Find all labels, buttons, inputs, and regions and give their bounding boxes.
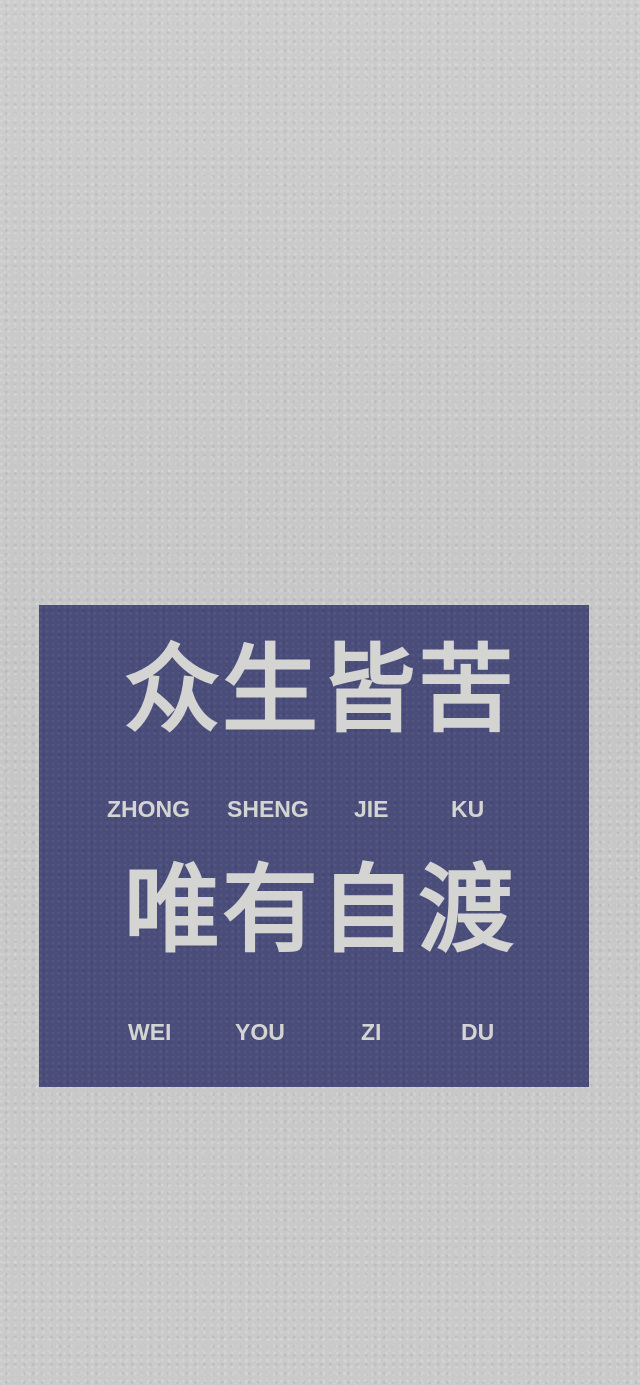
pinyin-word: KU bbox=[451, 796, 485, 822]
pinyin-word: DU bbox=[461, 1019, 495, 1045]
quote-card bbox=[39, 605, 589, 1087]
pinyin-word: WEI bbox=[128, 1019, 172, 1045]
pinyin-word: JIE bbox=[354, 796, 389, 822]
pinyin-line-2: WEI YOU ZI DU bbox=[0, 1017, 640, 1047]
pinyin-line-1: ZHONG SHENG JIE KU bbox=[0, 794, 640, 824]
quote-line-2: 唯有自渡 bbox=[124, 854, 516, 966]
pinyin-word: YOU bbox=[235, 1019, 285, 1045]
pinyin-word: SHENG bbox=[227, 796, 309, 822]
pinyin-word: ZHONG bbox=[107, 796, 191, 822]
quote-line-1: 众生皆苦 bbox=[124, 634, 516, 746]
pinyin-word: ZI bbox=[361, 1019, 382, 1045]
